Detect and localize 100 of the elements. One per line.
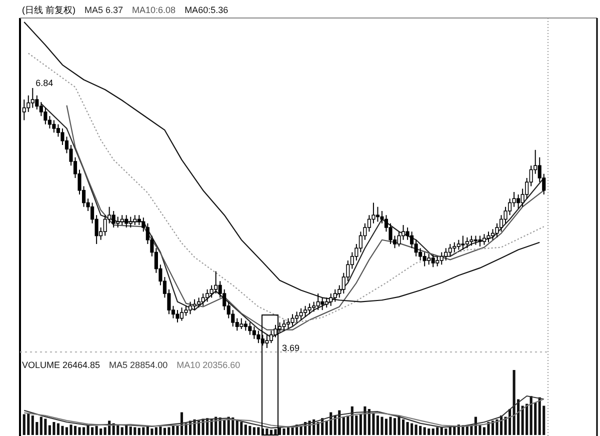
bar [22,414,26,435]
bar [252,427,256,435]
candlestick [269,330,274,344]
bar [538,397,541,435]
candlestick [406,226,410,240]
candlestick [358,231,362,253]
candlestick [240,318,244,330]
candlestick [478,235,482,247]
bar [526,404,528,435]
candlestick [316,293,320,311]
candlestick [495,222,499,238]
bar [120,427,124,435]
candlestick [26,94,30,112]
candlestick [248,322,252,336]
bar [100,428,102,435]
candlestick [206,288,210,302]
bar [82,427,86,435]
candlestick [294,311,299,323]
candlestick [124,214,128,228]
candlestick [418,248,422,262]
bar [406,422,409,435]
bar [40,416,42,435]
text: MA10 20356.60 [176,360,240,370]
bar [266,428,268,435]
candlestick [470,235,474,246]
candlestick [461,235,465,250]
bar [372,412,375,435]
bar [48,425,51,435]
candlestick [304,305,308,318]
bar [384,418,388,435]
candlestick [231,310,235,328]
bar [423,427,426,435]
candlestick [486,231,490,243]
candlestick [235,318,239,332]
text: MA5 28854.00 [109,360,168,370]
bar [44,418,47,435]
candlestick [214,270,218,294]
candlestick [290,314,294,326]
candlestick [308,302,312,315]
bar [56,423,60,435]
bar [198,420,200,435]
candlestick [256,330,260,344]
bar [487,422,490,435]
bar [274,429,277,435]
candlestick [35,94,39,110]
bar [244,424,247,435]
bar [346,416,350,435]
bar [125,425,128,435]
candlestick [180,307,184,322]
bar [282,428,286,435]
candlestick [265,334,269,348]
bar [440,427,443,435]
candlestick [440,252,444,266]
bar [389,416,392,435]
candlestick [252,326,256,340]
candlestick [137,214,141,226]
candlestick [516,194,520,210]
bar [512,370,516,435]
bar [410,423,414,435]
candlestick [116,216,120,228]
bar [530,396,532,435]
bar [444,428,448,435]
candlestick [465,236,469,249]
bar [78,427,81,435]
bar [428,428,430,435]
candlestick [274,324,278,338]
candlestick [244,320,248,332]
bar [138,428,140,435]
candlestick [201,293,205,306]
candlestick [333,288,337,302]
candlestick [320,297,324,311]
bar [248,426,252,435]
text: MA60:5.36 [184,5,228,15]
bar [27,414,30,435]
bar [116,425,120,435]
bar [257,427,260,435]
candlestick [414,239,418,257]
bar [398,416,400,435]
bar [223,420,226,435]
bar [134,427,136,435]
bar [52,422,56,435]
bar [496,419,498,435]
bar [74,426,77,435]
candlestick [299,308,303,320]
bar [364,406,366,435]
candlestick [222,288,226,311]
candlestick [112,210,116,228]
chart-title: (日线 前复权) [22,5,76,15]
bar [300,426,302,435]
candlestick [286,318,290,329]
bar [150,428,154,435]
bar [380,416,384,435]
candlestick [52,120,56,134]
candlestick [410,231,414,249]
bar [95,426,98,435]
bar [142,427,145,435]
candlestick [210,284,214,298]
candlestick [367,214,371,232]
bar [91,427,94,435]
candlestick [312,301,316,312]
